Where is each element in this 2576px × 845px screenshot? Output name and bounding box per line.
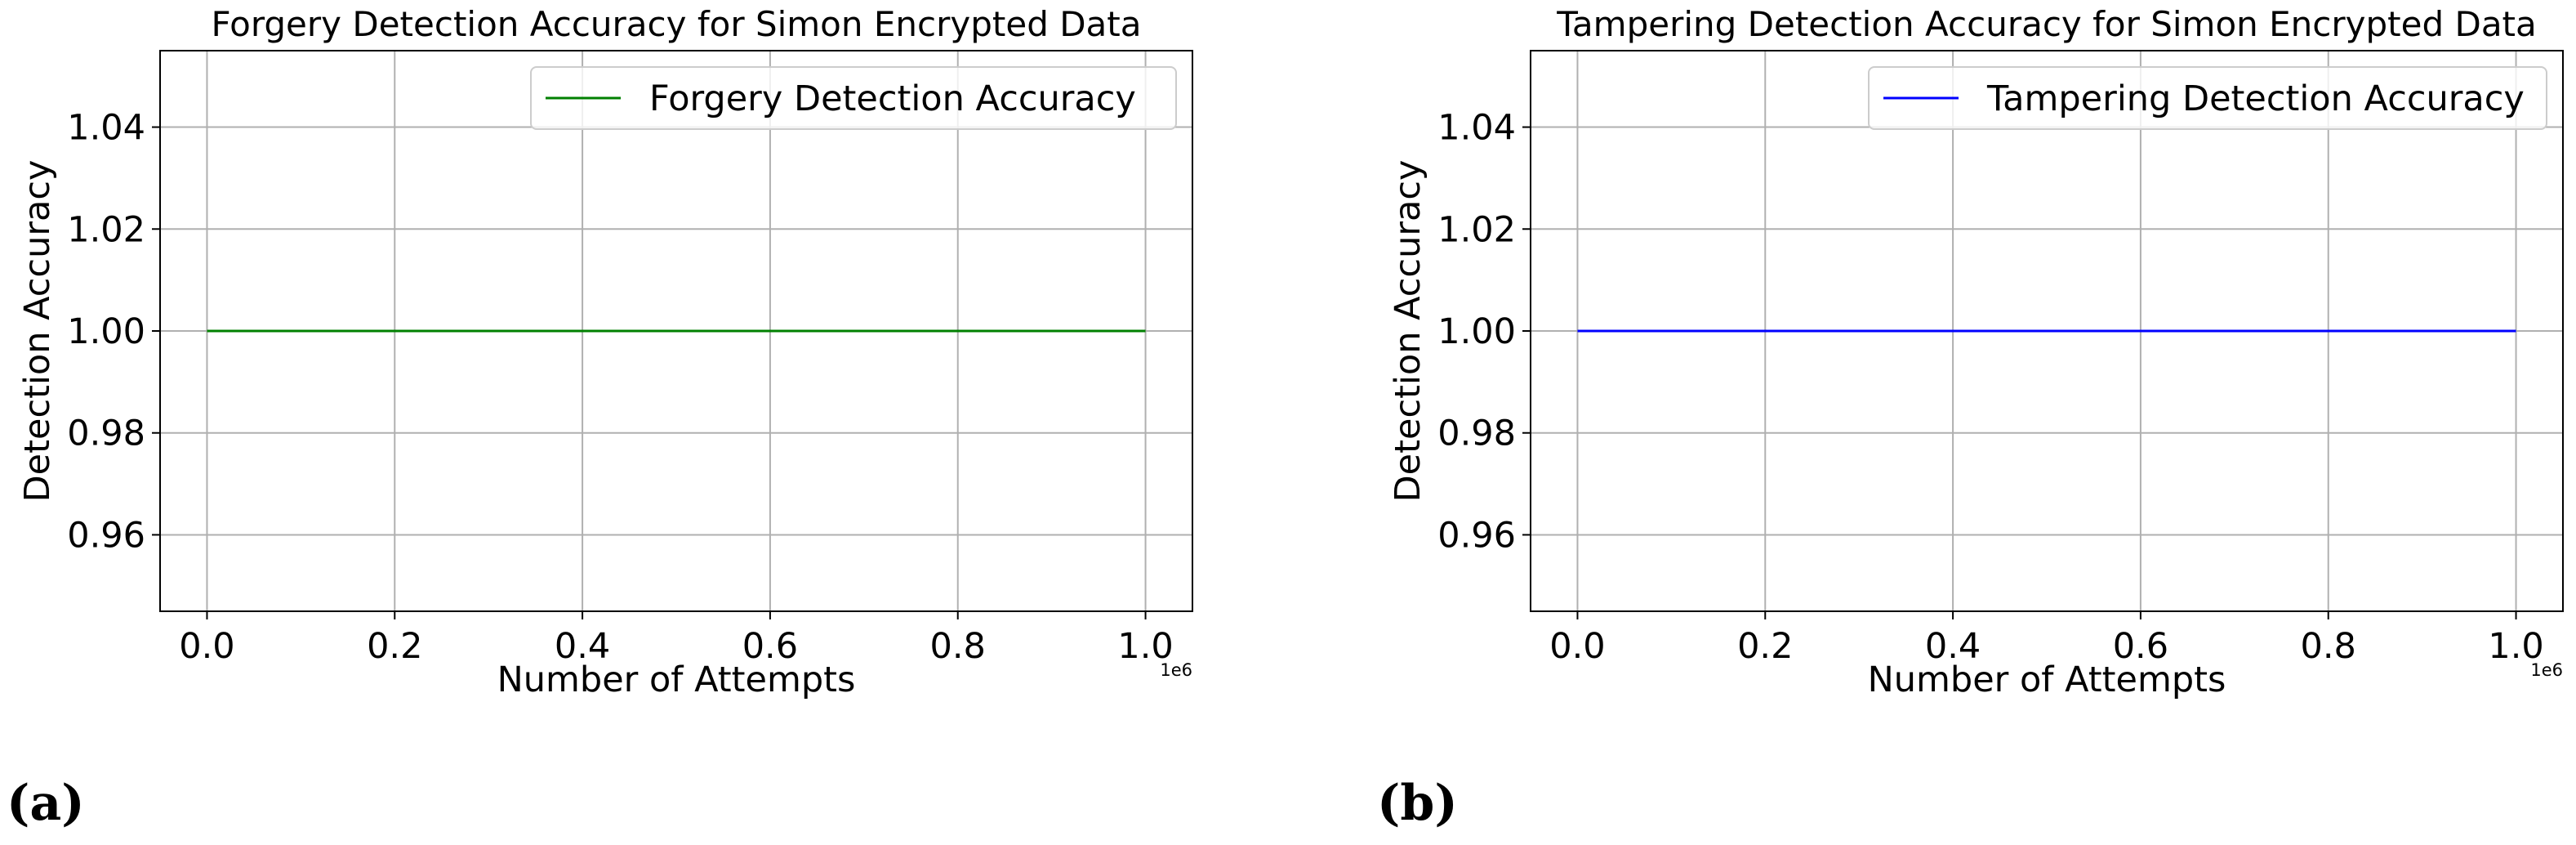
x-offset-text: 1e6 — [2530, 660, 2563, 680]
y-tick-label: 1.00 — [1437, 311, 1516, 352]
y-tick-label: 0.96 — [67, 515, 145, 556]
y-tick-label: 1.00 — [67, 311, 145, 352]
x-axis-label: Number of Attempts — [1868, 659, 2226, 700]
y-tick-label: 1.02 — [1437, 209, 1516, 250]
x-tick-label: 0.6 — [742, 626, 798, 667]
x-tick-label: 0.0 — [1549, 626, 1605, 667]
x-tick-label: 0.4 — [555, 626, 610, 667]
x-tick-label: 1.0 — [1117, 626, 1173, 667]
y-tick-label: 1.02 — [67, 209, 145, 250]
x-axis-label: Number of Attempts — [497, 659, 856, 700]
x-tick-label: 0.6 — [2113, 626, 2168, 667]
legend-box — [530, 66, 1177, 130]
legend: Tampering Detection Accuracy — [1868, 66, 2547, 130]
x-tick-label: 0.2 — [1737, 626, 1793, 667]
legend-box — [1868, 66, 2547, 130]
x-tick-label: 0.2 — [367, 626, 422, 667]
y-tick-label: 0.98 — [67, 414, 145, 454]
legend: Forgery Detection Accuracy — [530, 66, 1177, 130]
x-tick-label: 0.4 — [1925, 626, 1981, 667]
chart-title: Tampering Detection Accuracy for Simon E… — [1556, 4, 2537, 44]
chart-forgery-detection: 0.0 0.2 0.4 0.6 0.8 1.0 0.96 0.98 1.00 1.02 1.04 1e… — [17, 4, 1193, 700]
x-tick-label: 0.8 — [2301, 626, 2356, 667]
legend-label-0: Tampering Detection Accuracy — [1986, 78, 2525, 119]
y-axis-label: Detection Accuracy — [17, 160, 58, 503]
panel-label-a: (a) — [7, 775, 85, 832]
y-tick-label: 1.04 — [1437, 108, 1516, 149]
x-tick-label: 0.0 — [179, 626, 234, 667]
x-offset-text: 1e6 — [1160, 660, 1192, 680]
x-tick-label: 0.8 — [930, 626, 986, 667]
x-tick-label: 1.0 — [2488, 626, 2543, 667]
y-tick-label: 0.98 — [1437, 414, 1516, 454]
y-tick-label: 1.04 — [67, 108, 145, 149]
chart-title: Forgery Detection Accuracy for Simon Enc… — [212, 4, 1142, 44]
y-tick-label: 0.96 — [1437, 515, 1516, 556]
chart-tampering-detection: 0.0 0.2 0.4 0.6 0.8 1.0 0.96 0.98 1.00 1.02 1.04 1e… — [1388, 4, 2564, 700]
panel-label-b: (b) — [1377, 775, 1458, 832]
legend-label-0: Forgery Detection Accuracy — [649, 78, 1136, 119]
y-axis-label: Detection Accuracy — [1388, 160, 1428, 503]
